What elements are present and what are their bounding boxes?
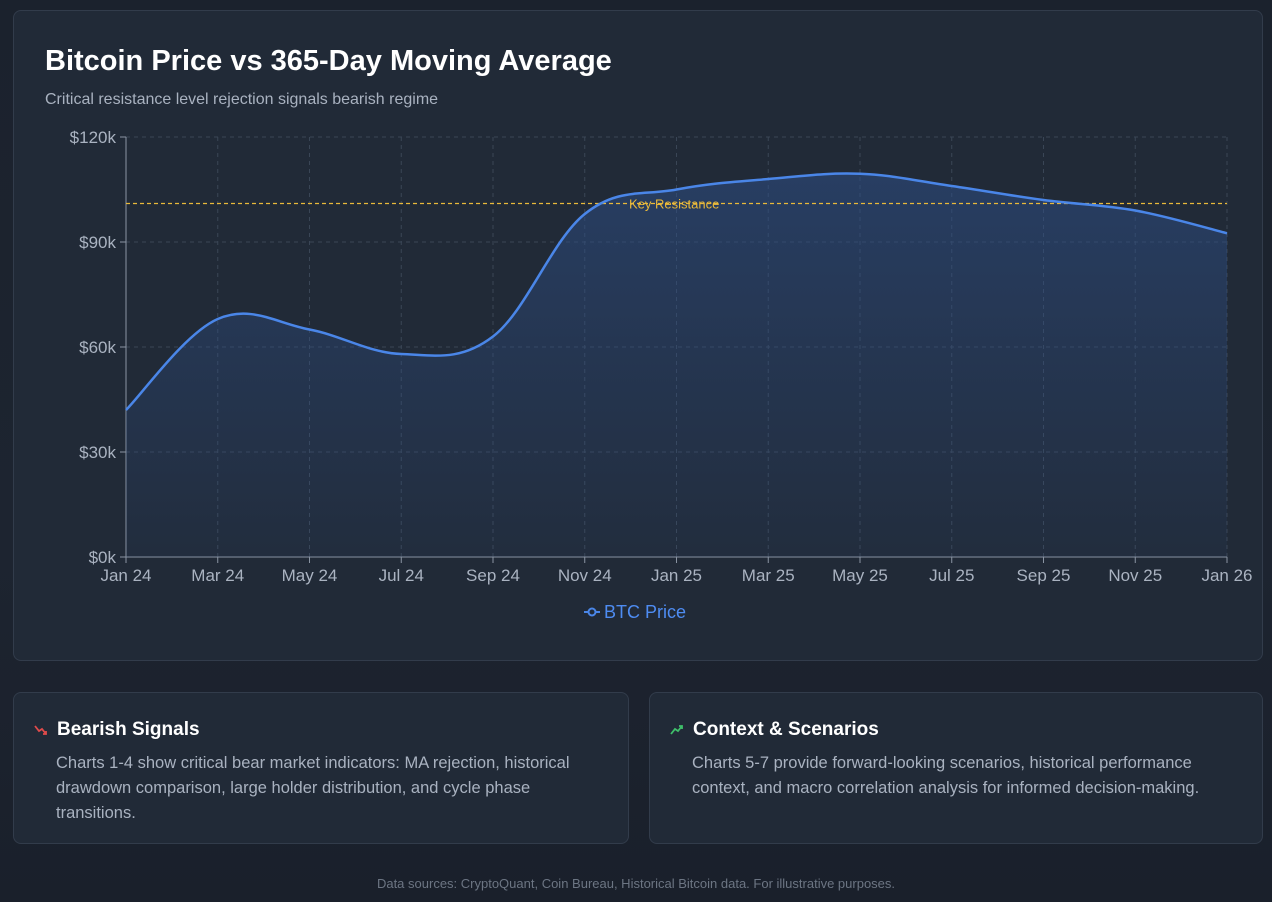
x-tick-label: Mar 25	[742, 566, 795, 585]
x-tick-label: Jan 25	[651, 566, 702, 585]
bearish-signals-title: Bearish Signals	[57, 719, 200, 740]
bearish-signals-body: Charts 1-4 show critical bear market ind…	[56, 754, 570, 822]
x-tick-label: Sep 25	[1017, 566, 1071, 585]
key-resistance-label: Key Resistance	[629, 197, 719, 212]
x-tick-label: Nov 24	[558, 566, 612, 585]
x-tick-label: Jul 25	[929, 566, 974, 585]
btc-price-line	[125, 172, 1228, 411]
btc-price-area	[126, 173, 1227, 557]
legend-label: BTC Price	[604, 602, 686, 622]
data-sources-footer: Data sources: CryptoQuant, Coin Bureau, …	[376, 876, 896, 891]
x-tick-label: Nov 25	[1108, 566, 1162, 585]
chart-card: Bitcoin Price vs 365-Day Moving Average …	[13, 10, 1263, 661]
btc-price-chart: $0k $30k $60k $90k $120k Jan 24 Mar 24 May 24 Ju…	[70, 128, 1253, 622]
y-tick-label: $120k	[70, 128, 117, 147]
legend-marker	[587, 607, 597, 617]
x-tick-label: Jul 24	[379, 566, 424, 585]
y-tick-label: $90k	[79, 233, 116, 252]
context-scenarios-title: Context & Scenarios	[693, 719, 879, 740]
y-tick-label: $30k	[79, 443, 116, 462]
y-tick-label: $60k	[79, 338, 116, 357]
x-tick-label: Sep 24	[466, 566, 520, 585]
y-tick-label: $0k	[89, 548, 117, 567]
context-scenarios-body: Charts 5-7 provide forward-looking scena…	[692, 754, 1200, 797]
x-tick-label: May 24	[282, 566, 338, 585]
x-tick-label: Jan 26	[1201, 566, 1252, 585]
x-tick-label: Mar 24	[191, 566, 244, 585]
chart-down-icon	[34, 725, 47, 735]
context-scenarios-card: Context & Scenarios Charts 5-7 provide f…	[649, 692, 1263, 844]
bearish-signals-card: Bearish Signals Charts 1-4 show critical…	[13, 692, 629, 844]
x-tick-label: Jan 24	[100, 566, 151, 585]
chart-up-icon	[670, 725, 683, 735]
x-tick-label: May 25	[832, 566, 888, 585]
chart-subtitle: Critical resistance level rejection sign…	[45, 91, 439, 108]
chart-title: Bitcoin Price vs 365-Day Moving Average	[45, 45, 612, 77]
